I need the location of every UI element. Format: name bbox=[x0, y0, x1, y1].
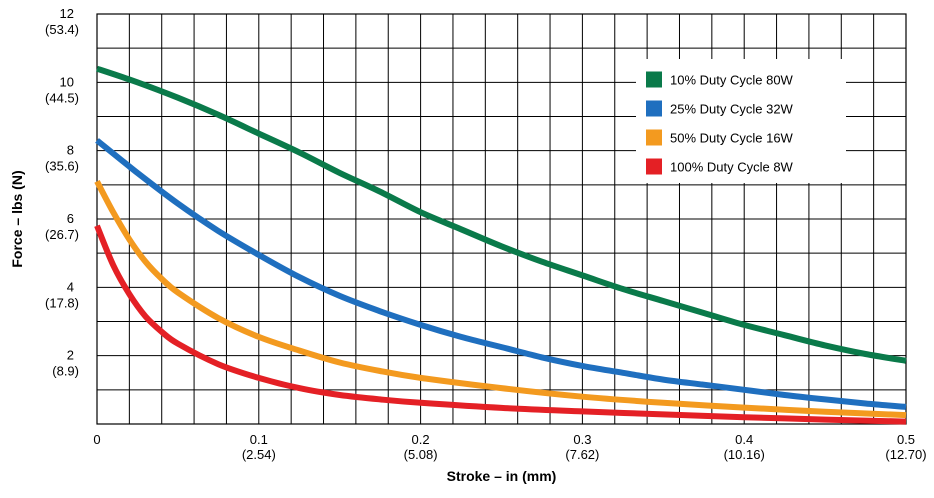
x-tick-sublabel: (2.54) bbox=[242, 447, 276, 462]
x-tick-label: 0.5 bbox=[897, 432, 915, 447]
x-tick-sublabel: (7.62) bbox=[565, 447, 599, 462]
legend-label: 25% Duty Cycle 32W bbox=[670, 102, 794, 117]
legend-swatch bbox=[646, 100, 662, 117]
y-tick-label: 8 bbox=[67, 143, 74, 158]
y-tick-sublabel: (35.6) bbox=[45, 159, 79, 174]
x-axis-title: Stroke – in (mm) bbox=[447, 468, 557, 484]
legend-swatch bbox=[646, 129, 662, 146]
y-tick-sublabel: (17.8) bbox=[45, 295, 79, 310]
x-tick-sublabel: (10.16) bbox=[724, 447, 765, 462]
x-tick-sublabel: (12.70) bbox=[885, 447, 926, 462]
y-tick-label: 4 bbox=[67, 279, 74, 294]
y-tick-label: 2 bbox=[67, 348, 74, 363]
series-lines bbox=[94, 65, 907, 425]
y-tick-label: 10 bbox=[60, 74, 74, 89]
plot-frame bbox=[96, 13, 907, 425]
legend-label: 10% Duty Cycle 80W bbox=[670, 73, 794, 88]
series-line bbox=[94, 179, 907, 419]
y-tick-sublabel: (53.4) bbox=[45, 22, 79, 37]
y-axis-title: Force – lbs (N) bbox=[9, 170, 25, 267]
legend: 10% Duty Cycle 80W 25% Duty Cycle 32W 50% … bbox=[636, 59, 846, 183]
tick-labels: 0 0.1(2.54) 0.2(5.08) 0.3(7.62) 0.4(10.16) 0.… bbox=[45, 6, 927, 462]
legend-swatch bbox=[646, 71, 662, 88]
series-line bbox=[96, 65, 907, 364]
y-tick-sublabel: (26.7) bbox=[45, 227, 79, 242]
x-tick-label: 0.4 bbox=[735, 432, 753, 447]
legend-box bbox=[636, 59, 846, 183]
y-tick-label: 6 bbox=[67, 211, 74, 226]
series-line bbox=[95, 138, 907, 410]
y-tick-sublabel: (8.9) bbox=[52, 364, 79, 379]
legend-label: 100% Duty Cycle 8W bbox=[670, 160, 794, 175]
x-tick-label: 0.1 bbox=[250, 432, 268, 447]
legend-swatch bbox=[646, 158, 662, 175]
x-tick-sublabel: (5.08) bbox=[404, 447, 438, 462]
y-tick-label: 12 bbox=[60, 6, 74, 21]
legend-label: 50% Duty Cycle 16W bbox=[670, 131, 794, 146]
series-line bbox=[94, 224, 907, 425]
x-tick-label: 0.3 bbox=[573, 432, 591, 447]
x-tick-label: 0.2 bbox=[412, 432, 430, 447]
y-tick-sublabel: (44.5) bbox=[45, 90, 79, 105]
x-tick-label: 0 bbox=[93, 432, 100, 447]
grid bbox=[96, 13, 907, 425]
